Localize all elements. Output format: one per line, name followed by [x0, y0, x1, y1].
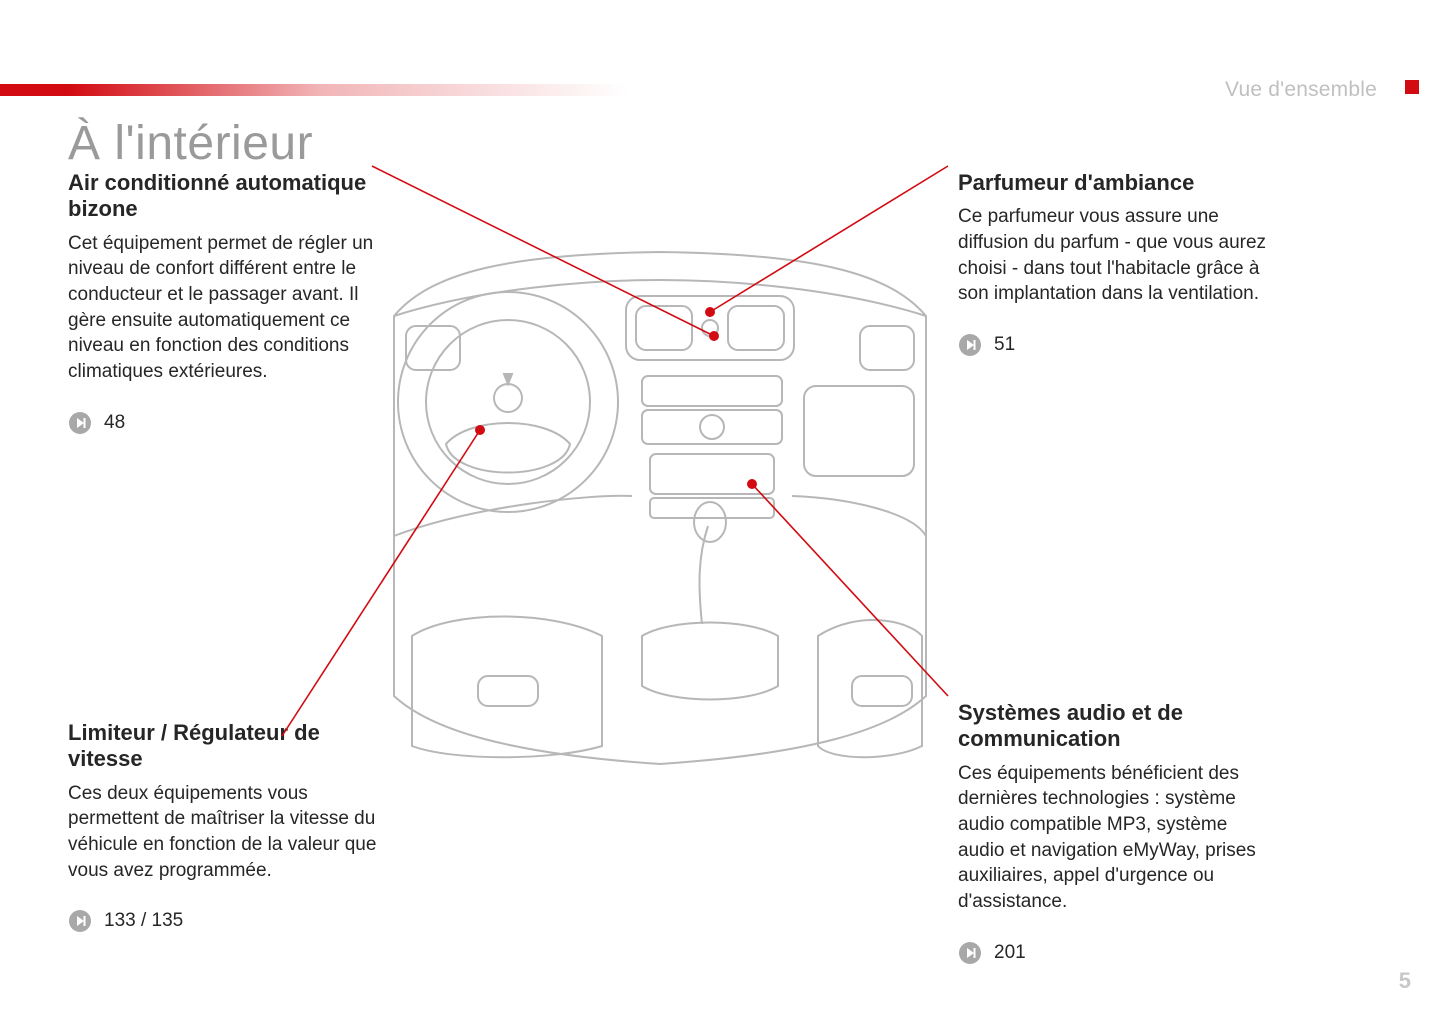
section-speed-limiter: Limiteur / Régulateur de vitesse Ces deu…	[68, 720, 388, 933]
section-audio-comm: Systèmes audio et de communication Ces é…	[958, 700, 1278, 965]
page-ref-number: 48	[104, 412, 125, 434]
header-band	[0, 84, 628, 96]
page-reference[interactable]: 133 / 135	[68, 909, 388, 933]
band-red	[0, 84, 68, 96]
page-reference[interactable]: 201	[958, 941, 1278, 965]
goto-icon	[68, 909, 92, 933]
section-body: Ces deux équipements vous permettent de …	[68, 781, 388, 884]
section-fragrance: Parfumeur d'ambiance Ce parfumeur vous a…	[958, 170, 1278, 357]
page-ref-number: 201	[994, 942, 1026, 964]
section-title: Parfumeur d'ambiance	[958, 170, 1278, 196]
page-ref-number: 51	[994, 334, 1015, 356]
goto-icon	[68, 411, 92, 435]
page-ref-number: 133 / 135	[104, 910, 183, 932]
page-reference[interactable]: 48	[68, 411, 388, 435]
page-number: 5	[1399, 968, 1411, 994]
band-fade	[68, 84, 628, 96]
page-reference[interactable]: 51	[958, 333, 1278, 357]
section-title: Limiteur / Régulateur de vitesse	[68, 720, 388, 773]
section-body: Ces équipements bénéficient des dernière…	[958, 761, 1278, 915]
goto-icon	[958, 941, 982, 965]
goto-icon	[958, 333, 982, 357]
section-title: Systèmes audio et de communication	[958, 700, 1278, 753]
overview-label: Vue d'ensemble	[1225, 78, 1377, 102]
page-title: À l'intérieur	[68, 116, 313, 171]
section-body: Ce parfumeur vous assure une diffusion d…	[958, 204, 1278, 307]
corner-square	[1405, 80, 1419, 94]
section-title: Air conditionné automatique bizone	[68, 170, 388, 223]
dashboard-diagram	[392, 206, 928, 776]
section-body: Cet équipement permet de régler un nivea…	[68, 231, 388, 385]
section-air-conditioning: Air conditionné automatique bizone Cet é…	[68, 170, 388, 435]
